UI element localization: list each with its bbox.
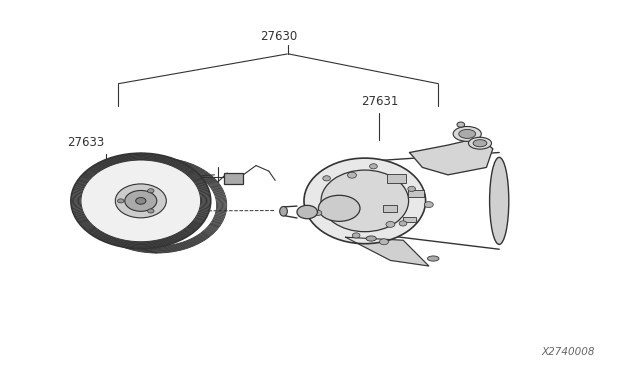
Ellipse shape [370,164,378,169]
Ellipse shape [297,205,317,219]
Ellipse shape [352,233,360,238]
Ellipse shape [424,202,433,208]
FancyBboxPatch shape [383,205,397,212]
Ellipse shape [71,153,211,248]
Ellipse shape [321,170,408,232]
Ellipse shape [408,186,415,192]
Text: 27631: 27631 [362,95,399,108]
FancyBboxPatch shape [408,190,424,197]
Ellipse shape [386,221,395,227]
Ellipse shape [148,189,154,193]
Ellipse shape [136,198,146,204]
Ellipse shape [366,236,376,241]
Polygon shape [410,138,493,175]
Ellipse shape [125,190,157,211]
Ellipse shape [348,172,356,178]
Ellipse shape [280,206,287,216]
Ellipse shape [380,239,388,245]
Polygon shape [346,237,429,266]
Ellipse shape [490,157,509,244]
Ellipse shape [115,184,166,218]
Ellipse shape [318,195,360,221]
Ellipse shape [468,137,492,149]
Ellipse shape [459,129,476,138]
Ellipse shape [323,176,330,181]
Text: X2740008: X2740008 [541,347,595,357]
Ellipse shape [304,158,426,244]
Text: 27630: 27630 [260,30,297,43]
Ellipse shape [453,126,481,141]
Ellipse shape [428,256,439,261]
Ellipse shape [457,122,465,127]
FancyBboxPatch shape [224,173,243,184]
FancyBboxPatch shape [403,217,416,222]
Ellipse shape [399,221,407,226]
Text: 27633: 27633 [67,136,104,149]
Ellipse shape [314,210,322,215]
Ellipse shape [118,199,124,203]
Ellipse shape [148,209,154,213]
FancyBboxPatch shape [387,174,406,183]
Ellipse shape [473,140,487,147]
